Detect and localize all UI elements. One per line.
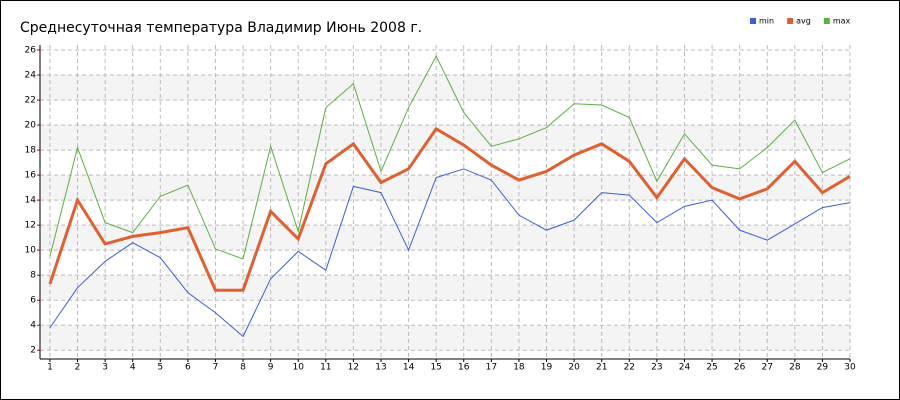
- legend-label: max: [833, 17, 851, 26]
- x-tick-label: 29: [817, 363, 829, 373]
- chart-title: Среднесуточная температура Владимир Июнь…: [20, 20, 422, 36]
- grid-band: [40, 325, 850, 351]
- x-tick-label: 27: [762, 363, 773, 373]
- y-tick-label: 14: [25, 196, 37, 206]
- y-tick-label: 6: [30, 296, 36, 306]
- x-tick-label: 14: [403, 363, 415, 373]
- legend-label: min: [759, 17, 774, 26]
- x-tick-label: 20: [568, 363, 580, 373]
- y-tick-label: 2: [30, 346, 36, 356]
- x-tick-label: 24: [679, 363, 691, 373]
- legend-swatch: [823, 18, 830, 24]
- grid-band: [40, 125, 850, 151]
- grid-band: [40, 225, 850, 251]
- x-tick-label: 15: [430, 363, 441, 373]
- x-tick-label: 4: [130, 363, 136, 373]
- x-tick-label: 18: [513, 363, 525, 373]
- y-tick-label: 22: [25, 96, 36, 106]
- x-tick-label: 25: [706, 363, 717, 373]
- x-tick-label: 19: [541, 363, 553, 373]
- y-tick-label: 24: [25, 71, 37, 81]
- y-tick-label: 20: [25, 121, 37, 131]
- x-tick-label: 22: [624, 363, 635, 373]
- series-line: [49, 55, 851, 260]
- legend-label: avg: [796, 17, 811, 26]
- y-tick-label: 16: [25, 171, 37, 181]
- x-tick-label: 3: [102, 363, 108, 373]
- x-tick-label: 10: [293, 363, 305, 373]
- x-tick-label: 23: [651, 363, 662, 373]
- series-line: [49, 168, 851, 338]
- legend-swatch: [750, 18, 756, 24]
- x-tick-label: 7: [213, 363, 219, 373]
- x-tick-label: 5: [157, 363, 163, 373]
- x-tick-label: 11: [320, 363, 331, 373]
- x-tick-label: 1: [47, 363, 53, 373]
- x-tick-label: 9: [268, 363, 274, 373]
- x-tick-label: 28: [789, 363, 801, 373]
- y-tick-label: 12: [25, 221, 36, 231]
- series-line: [48, 126, 851, 292]
- x-tick-label: 8: [240, 363, 246, 373]
- x-tick-label: 26: [734, 363, 746, 373]
- legend-swatch: [787, 18, 794, 24]
- y-tick-label: 18: [25, 146, 37, 156]
- x-tick-label: 12: [348, 363, 359, 373]
- x-tick-label: 30: [844, 363, 856, 373]
- y-tick-label: 26: [25, 46, 37, 56]
- x-tick-label: 21: [596, 363, 607, 373]
- grid-band: [40, 75, 850, 101]
- y-tick-label: 10: [25, 246, 37, 256]
- x-tick-label: 13: [375, 363, 386, 373]
- grid-band: [40, 275, 850, 301]
- y-tick-label: 8: [30, 271, 36, 281]
- x-tick-label: 2: [75, 363, 81, 373]
- x-tick-label: 16: [458, 363, 470, 373]
- x-tick-label: 17: [486, 363, 497, 373]
- x-tick-label: 6: [185, 363, 191, 373]
- y-tick-label: 4: [30, 321, 36, 331]
